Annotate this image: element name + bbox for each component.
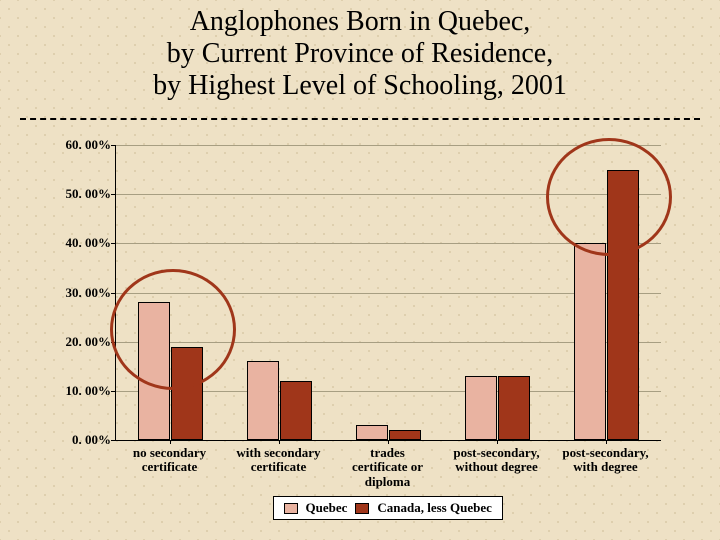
title-line-1: Anglophones Born in Quebec, — [0, 6, 720, 38]
bar-chart: Quebec Canada, less Quebec 0. 00% 10. 00% 2… — [50, 130, 680, 525]
plot-area — [115, 145, 661, 441]
x-label-line: diploma — [333, 475, 442, 489]
y-tick-mark — [111, 391, 115, 392]
y-tick-mark — [111, 293, 115, 294]
legend-swatch — [355, 503, 369, 514]
x-category-label: no secondarycertificate — [115, 446, 224, 475]
x-tick-mark — [170, 440, 171, 444]
y-tick-label: 50. 00% — [51, 186, 111, 202]
bar — [389, 430, 422, 440]
slide-title: Anglophones Born in Quebec, by Current P… — [0, 0, 720, 103]
x-category-label: post-secondary,with degree — [551, 446, 660, 475]
x-label-line: post-secondary, — [551, 446, 660, 460]
y-tick-label: 0. 00% — [51, 432, 111, 448]
x-label-line: post-secondary, — [442, 446, 551, 460]
bar — [171, 347, 204, 440]
x-label-line: with degree — [551, 460, 660, 474]
x-tick-mark — [606, 440, 607, 444]
gridline — [116, 145, 661, 146]
x-label-line: without degree — [442, 460, 551, 474]
legend: Quebec Canada, less Quebec — [273, 496, 503, 520]
y-tick-mark — [111, 145, 115, 146]
bar — [574, 243, 607, 440]
bar — [465, 376, 498, 440]
title-divider — [20, 118, 700, 120]
x-tick-mark — [497, 440, 498, 444]
x-category-label: tradescertificate ordiploma — [333, 446, 442, 489]
x-category-label: with secondarycertificate — [224, 446, 333, 475]
title-line-2: by Current Province of Residence, — [0, 38, 720, 70]
legend-label: Canada, less Quebec — [377, 500, 491, 516]
legend-label: Quebec — [306, 500, 348, 516]
bar — [138, 302, 171, 440]
gridline — [116, 194, 661, 195]
y-tick-mark — [111, 194, 115, 195]
x-label-line: no secondary — [115, 446, 224, 460]
bar — [607, 170, 640, 440]
y-tick-label: 20. 00% — [51, 334, 111, 350]
y-tick-mark — [111, 342, 115, 343]
y-tick-mark — [111, 440, 115, 441]
y-tick-label: 40. 00% — [51, 235, 111, 251]
x-category-label: post-secondary,without degree — [442, 446, 551, 475]
y-tick-label: 10. 00% — [51, 383, 111, 399]
bar — [356, 425, 389, 440]
x-label-line: with secondary — [224, 446, 333, 460]
x-label-line: certificate — [224, 460, 333, 474]
y-tick-label: 60. 00% — [51, 137, 111, 153]
bar — [247, 361, 280, 440]
x-label-line: certificate — [115, 460, 224, 474]
bar — [498, 376, 531, 440]
y-tick-label: 30. 00% — [51, 285, 111, 301]
x-tick-mark — [279, 440, 280, 444]
legend-swatch — [284, 503, 298, 514]
title-line-3: by Highest Level of Schooling, 2001 — [0, 70, 720, 102]
bar — [280, 381, 313, 440]
x-label-line: certificate or — [333, 460, 442, 474]
x-label-line: trades — [333, 446, 442, 460]
y-tick-mark — [111, 243, 115, 244]
x-tick-mark — [388, 440, 389, 444]
slide: Anglophones Born in Quebec, by Current P… — [0, 0, 720, 540]
